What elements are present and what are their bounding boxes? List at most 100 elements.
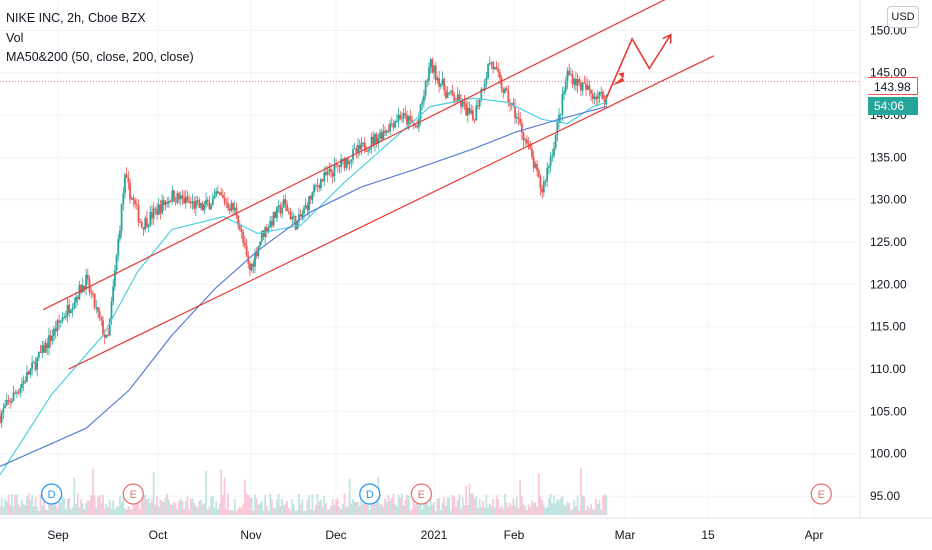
candle-body: [93, 293, 96, 308]
volume-bar: [97, 496, 99, 515]
candle-body: [576, 79, 579, 86]
volume-bar: [250, 497, 253, 515]
candle-body: [319, 179, 322, 189]
channel-lower-line[interactable]: [68, 55, 715, 370]
dividend-marker[interactable]: [359, 483, 381, 505]
candle-body: [279, 205, 282, 214]
candle-body: [428, 67, 430, 81]
volume-bar: [350, 503, 353, 515]
volume-bar: [211, 496, 214, 515]
candle-body: [443, 78, 446, 91]
time-tick-label: Nov: [240, 528, 261, 542]
volume-bar: [482, 500, 484, 515]
currency-button[interactable]: USD: [887, 6, 919, 28]
candle-body: [252, 263, 255, 267]
volume-bar: [512, 498, 515, 515]
candle-body: [107, 334, 109, 336]
candle-body: [534, 163, 537, 168]
candle-body: [9, 400, 12, 403]
candle-body: [119, 230, 121, 240]
volume-bar: [363, 501, 366, 515]
candle-body: [392, 123, 395, 128]
volume-bar: [416, 494, 419, 515]
candle-body: [255, 252, 258, 257]
volume-bar: [166, 494, 169, 515]
moving-average-lines: [0, 97, 607, 476]
candle-body: [551, 155, 554, 157]
time-tick-label: 15: [701, 528, 715, 542]
candle-body: [389, 123, 392, 132]
candle-body: [211, 198, 214, 206]
candle-body: [468, 107, 471, 114]
candle-body: [431, 59, 434, 73]
volume-bars: [0, 468, 608, 515]
volume-bar: [347, 505, 349, 515]
candle-body: [137, 205, 140, 222]
earnings-marker[interactable]: [122, 483, 144, 505]
candle-body: [520, 123, 523, 133]
candle-body: [316, 185, 319, 187]
volume-bar: [387, 494, 390, 515]
candle-body: [59, 321, 62, 323]
volume-bar: [542, 504, 545, 515]
volume-bar: [382, 506, 385, 515]
candle-body: [7, 399, 10, 401]
volume-bar: [551, 502, 554, 515]
volume-bar: [282, 504, 285, 515]
volume-bar: [461, 497, 464, 515]
candle-body: [456, 94, 459, 102]
candle-body: [51, 335, 54, 341]
event-marker-label: E: [130, 489, 137, 501]
candle-body: [167, 201, 170, 204]
channel-upper-line[interactable]: [42, 0, 705, 311]
candle-body: [257, 246, 260, 257]
volume-bar: [365, 502, 368, 515]
candle-body: [139, 221, 142, 223]
volume-bar: [24, 505, 27, 515]
volume-bar: [598, 499, 601, 515]
volume-bar: [524, 506, 527, 515]
volume-bar: [19, 506, 22, 515]
candle-body: [345, 158, 348, 168]
candle-body: [554, 134, 557, 149]
candle-body: [402, 113, 405, 119]
indicator-ma-label[interactable]: MA50&200 (50, close, 200, close): [6, 50, 194, 64]
volume-bar: [602, 496, 604, 515]
volume-bar: [419, 504, 422, 515]
volume-bar: [492, 499, 495, 515]
volume-bar: [276, 499, 278, 515]
earnings-marker[interactable]: [810, 483, 832, 505]
volume-bar: [561, 496, 564, 515]
volume-bar: [186, 496, 189, 515]
candle-body: [460, 100, 462, 107]
candlestick-series: [0, 56, 608, 429]
candle-body: [218, 192, 221, 194]
volume-bar: [384, 498, 386, 515]
candle-body: [417, 119, 420, 128]
volume-bar: [303, 510, 305, 515]
earnings-marker[interactable]: [410, 483, 433, 505]
volume-bar: [9, 505, 12, 515]
candle-body: [98, 311, 101, 318]
indicator-vol-label[interactable]: Vol: [6, 30, 24, 45]
time-axis[interactable]: Sep Oct Nov Dec 2021 Feb Mar 15 Apr: [0, 517, 932, 542]
volume-bar: [130, 510, 133, 515]
dividend-marker[interactable]: [40, 483, 63, 505]
candle-body: [539, 176, 542, 189]
volume-bar: [39, 494, 42, 515]
candle-body: [424, 80, 427, 96]
volume-bar: [216, 508, 219, 515]
candle-body: [347, 158, 349, 165]
candle-body: [473, 119, 476, 121]
time-tick-label: 2021: [421, 528, 448, 542]
volume-bar: [495, 495, 498, 515]
projection-path[interactable]: [605, 34, 672, 99]
volume-bar: [456, 499, 459, 515]
candle-body: [34, 362, 37, 370]
candle-body: [81, 285, 84, 293]
candle-body: [600, 91, 603, 93]
candle-body: [514, 105, 517, 118]
candle-body: [186, 196, 189, 202]
